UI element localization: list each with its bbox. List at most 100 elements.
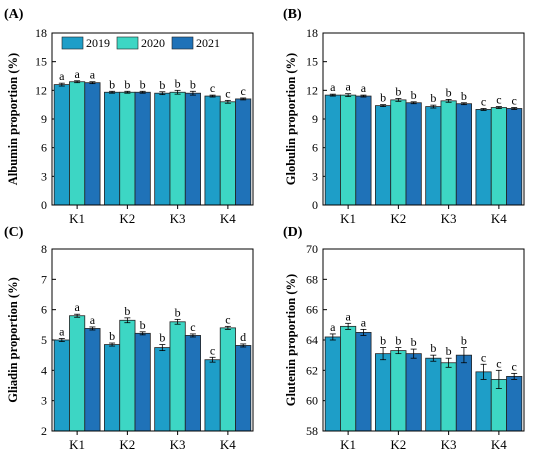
plot-frame <box>322 32 525 206</box>
x-tick-label: K4 <box>491 437 507 452</box>
bar <box>235 98 252 206</box>
significance-letter: b <box>411 88 417 102</box>
bar <box>506 108 523 206</box>
y-axis-label: Albumin proportion (%) <box>6 53 20 185</box>
bar <box>69 81 86 206</box>
significance-letter: b <box>461 89 467 103</box>
legend-label: 2020 <box>141 36 165 50</box>
bar <box>340 94 357 206</box>
significance-letter: c <box>496 356 501 370</box>
panel-label: (D) <box>283 225 303 240</box>
significance-letter: c <box>225 312 230 326</box>
significance-letter: d <box>240 330 246 344</box>
significance-letter: a <box>59 324 65 338</box>
legend-label: 2021 <box>196 36 220 50</box>
bar <box>84 328 101 432</box>
significance-letter: b <box>395 334 401 348</box>
bar <box>440 362 457 432</box>
x-tick-label: K3 <box>441 437 457 452</box>
significance-letter: a <box>330 320 336 334</box>
significance-letter: b <box>380 334 386 348</box>
significance-letter: b <box>124 304 130 318</box>
bar <box>506 375 523 432</box>
bar <box>119 319 136 432</box>
significance-letter: b <box>411 335 417 349</box>
bar <box>53 339 70 432</box>
significance-letter: a <box>345 80 351 94</box>
x-tick-label: K2 <box>390 437 406 452</box>
bar <box>104 91 121 206</box>
significance-letter: b <box>446 344 452 358</box>
y-tick-label: 12 <box>306 83 318 97</box>
x-tick-label: K4 <box>220 437 236 452</box>
significance-letter: c <box>496 93 501 107</box>
significance-letter: a <box>345 309 351 323</box>
y-tick-label: 12 <box>35 83 47 97</box>
x-tick-label: K3 <box>170 211 186 226</box>
bar <box>405 102 422 206</box>
significance-letter: b <box>430 91 436 105</box>
significance-letter: c <box>210 81 215 95</box>
y-tick-label: 6 <box>312 141 318 155</box>
panel-label: (B) <box>283 7 302 22</box>
panel-label: (A) <box>4 7 24 22</box>
bar <box>375 353 392 432</box>
y-tick-label: 3 <box>312 169 318 183</box>
significance-letter: c <box>190 320 195 334</box>
significance-letter: b <box>430 341 436 355</box>
bar <box>154 92 171 206</box>
bar <box>490 107 507 206</box>
y-axis-label: Gliadin proportion (%) <box>6 277 20 402</box>
bar <box>324 94 341 206</box>
x-tick-label: K1 <box>340 437 356 452</box>
bar <box>455 354 472 432</box>
significance-letter: a <box>74 300 80 314</box>
bar <box>390 99 407 206</box>
x-tick-label: K3 <box>441 211 457 226</box>
significance-letter: a <box>361 315 367 329</box>
legend-label: 2019 <box>86 36 110 50</box>
significance-letter: a <box>361 81 367 95</box>
significance-letter: a <box>74 67 80 81</box>
bar <box>375 105 392 206</box>
legend-swatch <box>61 36 84 50</box>
plot-frame <box>322 248 525 432</box>
significance-letter: b <box>395 84 401 98</box>
significance-letter: a <box>59 69 65 83</box>
legend-swatch <box>116 36 139 50</box>
y-tick-label: 6 <box>41 303 47 317</box>
bar <box>104 344 121 432</box>
y-tick-label: 5 <box>41 333 47 347</box>
significance-letter: a <box>90 313 96 327</box>
significance-letter: c <box>512 94 517 108</box>
bar <box>355 332 372 432</box>
y-tick-label: 3 <box>41 394 47 408</box>
y-tick-label: 4 <box>41 363 47 377</box>
bar <box>425 106 442 206</box>
y-tick-label: 68 <box>306 272 318 286</box>
bar <box>219 101 236 206</box>
significance-letter: c <box>512 359 517 373</box>
x-tick-label: K2 <box>390 211 406 226</box>
bar <box>440 100 457 206</box>
x-tick-label: K1 <box>69 437 85 452</box>
bar <box>340 325 357 432</box>
bar <box>455 103 472 206</box>
x-tick-label: K2 <box>119 211 135 226</box>
x-tick-label: K4 <box>491 211 507 226</box>
bar <box>219 327 236 432</box>
bar <box>475 371 492 432</box>
significance-letter: b <box>109 77 115 91</box>
plot-frame <box>51 32 254 206</box>
bar <box>53 84 70 206</box>
significance-letter: b <box>124 77 130 91</box>
bar <box>134 91 151 206</box>
x-tick-label: K1 <box>340 211 356 226</box>
bar <box>69 315 86 432</box>
bar <box>355 95 372 206</box>
significance-letter: b <box>109 329 115 343</box>
significance-letter: b <box>175 305 181 319</box>
